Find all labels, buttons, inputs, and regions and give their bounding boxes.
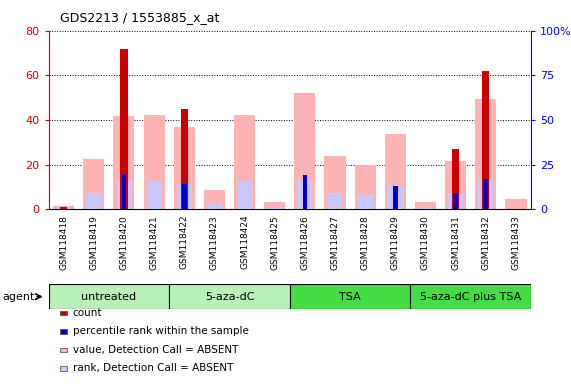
- Bar: [355, 165, 376, 209]
- Bar: [482, 71, 489, 209]
- Bar: [475, 99, 496, 209]
- Bar: [174, 127, 195, 209]
- Bar: [385, 134, 406, 209]
- Bar: [445, 161, 466, 209]
- Text: GSM118432: GSM118432: [481, 215, 490, 270]
- Text: 5-aza-dC: 5-aza-dC: [205, 291, 254, 302]
- Bar: [294, 93, 315, 209]
- Bar: [49, 284, 169, 309]
- Bar: [393, 186, 397, 209]
- Bar: [267, 207, 282, 209]
- Text: GSM118429: GSM118429: [391, 215, 400, 270]
- Bar: [415, 202, 436, 209]
- Bar: [114, 116, 135, 209]
- Text: count: count: [73, 308, 102, 318]
- Bar: [411, 284, 531, 309]
- Text: GSM118418: GSM118418: [59, 215, 68, 270]
- Bar: [237, 181, 252, 209]
- Bar: [120, 49, 128, 209]
- Bar: [122, 174, 126, 209]
- Bar: [289, 284, 411, 309]
- Text: rank, Detection Call = ABSENT: rank, Detection Call = ABSENT: [73, 363, 233, 373]
- Text: 5-aza-dC plus TSA: 5-aza-dC plus TSA: [420, 291, 521, 302]
- Bar: [177, 184, 192, 209]
- Bar: [324, 156, 345, 209]
- Text: GSM118433: GSM118433: [512, 215, 520, 270]
- Bar: [388, 186, 403, 209]
- Bar: [182, 184, 187, 209]
- Text: GSM118430: GSM118430: [421, 215, 430, 270]
- Text: GSM118421: GSM118421: [150, 215, 159, 270]
- Bar: [452, 149, 459, 209]
- Text: GSM118427: GSM118427: [331, 215, 340, 270]
- Bar: [143, 115, 164, 209]
- Text: GSM118426: GSM118426: [300, 215, 309, 270]
- Bar: [169, 284, 289, 309]
- Text: untreated: untreated: [81, 291, 136, 302]
- Text: GSM118419: GSM118419: [89, 215, 98, 270]
- Text: value, Detection Call = ABSENT: value, Detection Call = ABSENT: [73, 345, 238, 355]
- Bar: [204, 190, 225, 209]
- Bar: [53, 206, 74, 209]
- Bar: [234, 115, 255, 209]
- Text: agent: agent: [3, 291, 35, 302]
- Text: GSM118431: GSM118431: [451, 215, 460, 270]
- Bar: [484, 179, 488, 209]
- Bar: [448, 193, 463, 209]
- Bar: [264, 202, 286, 209]
- Bar: [297, 181, 312, 209]
- Bar: [328, 193, 343, 209]
- Bar: [86, 193, 101, 209]
- Bar: [453, 193, 458, 209]
- Text: percentile rank within the sample: percentile rank within the sample: [73, 326, 248, 336]
- Text: GDS2213 / 1553885_x_at: GDS2213 / 1553885_x_at: [60, 12, 219, 25]
- Bar: [147, 181, 162, 209]
- Bar: [303, 175, 307, 209]
- Bar: [478, 179, 493, 209]
- Text: GSM118422: GSM118422: [180, 215, 189, 270]
- Bar: [56, 207, 71, 209]
- Text: GSM118423: GSM118423: [210, 215, 219, 270]
- Bar: [180, 109, 188, 209]
- Text: TSA: TSA: [339, 291, 361, 302]
- Bar: [60, 207, 67, 209]
- Text: GSM118425: GSM118425: [270, 215, 279, 270]
- Text: GSM118428: GSM118428: [361, 215, 369, 270]
- Bar: [418, 207, 433, 209]
- Text: GSM118424: GSM118424: [240, 215, 249, 270]
- Text: GSM118420: GSM118420: [119, 215, 128, 270]
- Bar: [116, 181, 131, 209]
- Bar: [358, 195, 372, 209]
- Bar: [83, 159, 104, 209]
- Bar: [505, 199, 526, 209]
- Bar: [207, 204, 222, 209]
